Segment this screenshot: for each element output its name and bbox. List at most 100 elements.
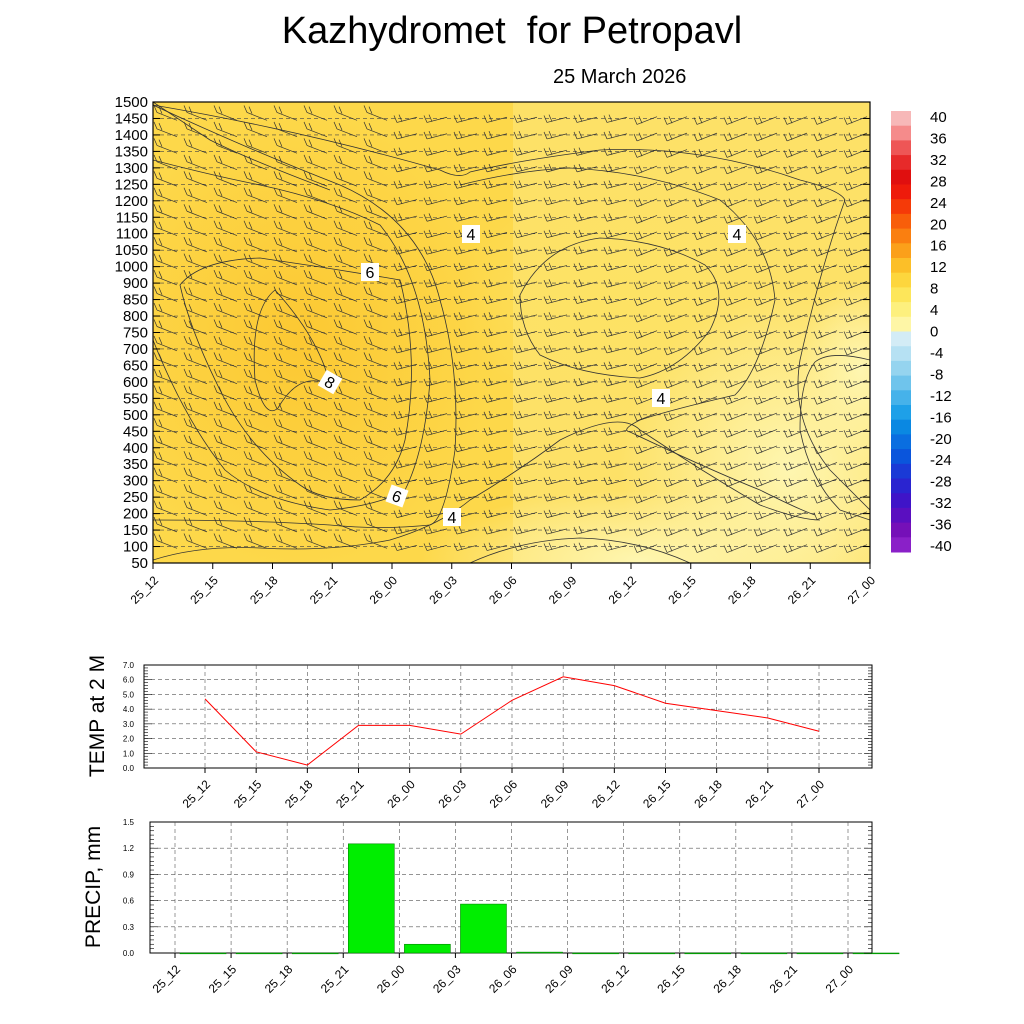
wind-barb: [783, 494, 808, 504]
wind-barb: [213, 171, 238, 187]
wind-barb: [633, 363, 658, 372]
temp-y-label: TEMP at 2 M: [86, 655, 109, 777]
precip-bar: [516, 951, 563, 954]
wind-barb: [393, 394, 418, 403]
wind-barb: [573, 410, 598, 420]
wind-barb: [513, 361, 538, 370]
wind-barb: [573, 493, 598, 502]
wind-barb: [753, 214, 778, 224]
precip-panel: 0.00.30.60.91.21.5 25_12 25_15 25_18 25_21 2…: [82, 818, 900, 996]
wind-barb: [573, 312, 598, 321]
wind-barb: [423, 229, 448, 239]
wind-barb: [663, 527, 688, 537]
wind-barb: [693, 544, 718, 553]
wind-barb: [213, 467, 238, 483]
temp-x-tick-label: 25_18: [282, 777, 316, 811]
wind-barb: [303, 385, 328, 401]
colorbar-label: -28: [930, 474, 952, 491]
wind-barb: [783, 149, 808, 158]
colorbar-label: -16: [930, 409, 952, 426]
precip-x-tick-label: 26_15: [654, 962, 688, 996]
wind-barb: [243, 368, 268, 385]
wind-barb: [723, 527, 748, 537]
wind-barb: [303, 204, 328, 220]
wind-barb: [573, 213, 598, 222]
wind-barb: [453, 147, 478, 156]
wind-barb: [663, 198, 688, 208]
wind-barb: [663, 231, 688, 241]
wind-barb: [603, 427, 628, 436]
wind-barb: [753, 149, 778, 158]
wind-barb: [453, 196, 478, 206]
wind-barb: [303, 401, 328, 417]
contour-8: [253, 289, 331, 412]
wind-barb: [273, 105, 298, 121]
temp-y-tick-label: 3.0: [123, 720, 135, 729]
temp-x-tick-label: 26_09: [538, 777, 572, 811]
wind-barb: [723, 461, 748, 471]
wind-barb: [273, 121, 298, 138]
colorbar-label: 8: [930, 281, 938, 298]
wind-barb: [513, 427, 538, 436]
wind-barb: [303, 500, 328, 516]
wind-barb: [543, 147, 568, 156]
wind-barb: [813, 494, 838, 504]
wind-barb: [813, 527, 838, 537]
wind-barb: [483, 114, 508, 123]
wind-barb: [783, 198, 808, 208]
wind-barb: [483, 130, 508, 140]
wind-barb: [513, 476, 538, 486]
wind-barb: [183, 237, 208, 253]
wind-barb: [303, 418, 328, 434]
wind-barb: [693, 379, 718, 389]
colorbar-swatch-cold: [891, 493, 911, 509]
wind-barb: [363, 368, 388, 385]
wind-barb: [783, 280, 808, 290]
wind-barb: [573, 443, 598, 453]
wind-barb: [153, 319, 178, 335]
contour-4-west: [153, 104, 457, 528]
wind-barb: [603, 377, 628, 387]
level-tick-label: 150: [123, 522, 148, 539]
wind-barb: [153, 253, 178, 269]
wind-barb: [243, 187, 268, 203]
wind-barb: [573, 262, 598, 271]
wind-barb: [543, 279, 568, 288]
level-tick-label: 400: [123, 440, 148, 457]
wind-barb: [603, 443, 628, 453]
wind-barb: [243, 352, 268, 368]
wind-barb: [693, 478, 718, 488]
wind-barb: [183, 434, 208, 450]
wind-barb: [303, 286, 328, 302]
wind-barb: [633, 231, 658, 241]
wind-barb: [723, 313, 748, 323]
wind-barb: [273, 533, 298, 549]
wind-barb: [423, 493, 448, 502]
wind-barb: [573, 279, 598, 288]
wind-barb: [513, 229, 538, 239]
wind-barb: [693, 116, 718, 125]
wind-barb: [333, 451, 358, 467]
wind-barb: [363, 154, 388, 170]
wind-barb: [393, 345, 418, 354]
wind-barb: [423, 213, 448, 222]
wind-barb: [423, 460, 448, 469]
wind-barb: [813, 396, 838, 405]
wind-barb: [813, 330, 838, 339]
colorbar-swatch-warm: [891, 199, 911, 215]
wind-barb: [783, 247, 808, 257]
wind-barb: [153, 451, 178, 467]
wind-barb: [513, 493, 538, 502]
wind-barb: [303, 319, 328, 335]
wind-barb: [573, 246, 598, 255]
wind-barb: [333, 171, 358, 187]
wind-barb: [813, 264, 838, 273]
wind-barb: [213, 500, 238, 516]
wind-barb: [753, 511, 778, 520]
wind-barb: [603, 509, 628, 518]
colorbar-label: 20: [930, 216, 947, 233]
wind-barb: [213, 286, 238, 302]
wind-barb: [693, 445, 718, 455]
colorbar-swatch-cold: [891, 537, 911, 553]
wind-barb: [633, 494, 658, 504]
